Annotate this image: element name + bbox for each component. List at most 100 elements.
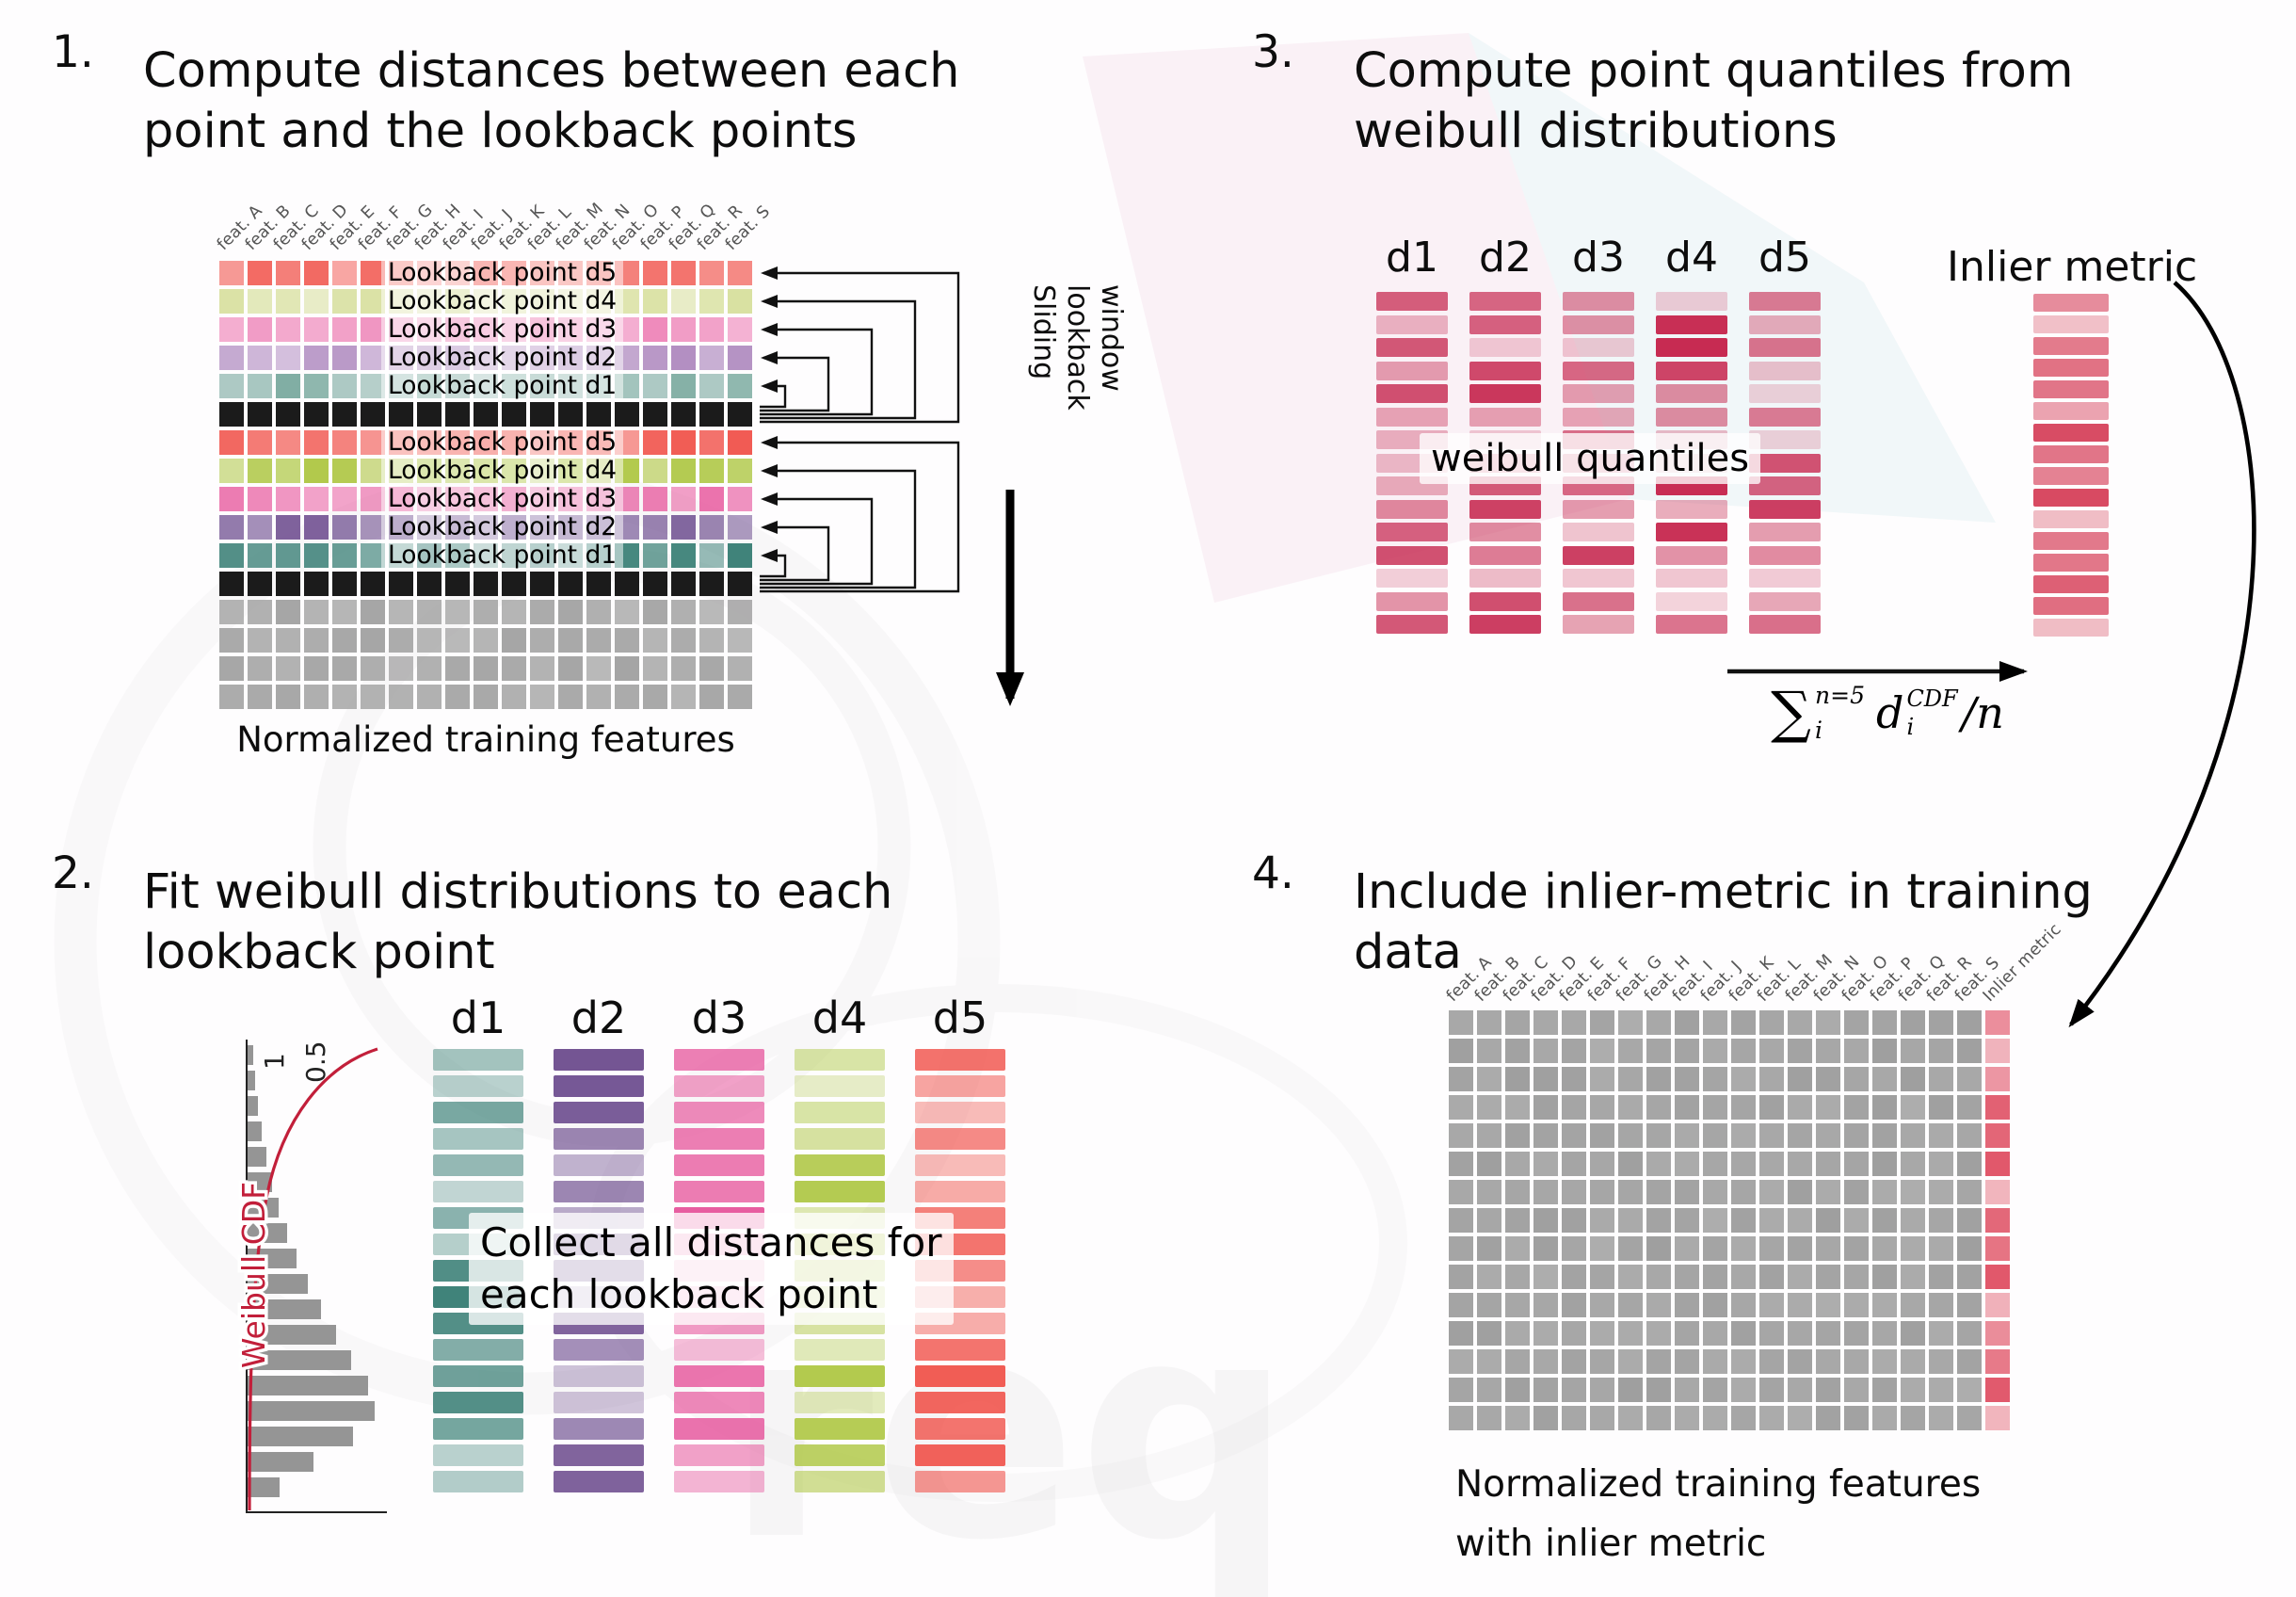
distance-bar [433,1418,523,1440]
feature-cell [1590,1406,1614,1430]
feature-cell [671,515,696,540]
feature-cell [1788,1180,1812,1204]
feature-cell [1618,1039,1643,1063]
feature-cell [248,317,272,342]
feature-cell [1759,1067,1784,1091]
feature-cell [1618,1010,1643,1035]
histogram-bar [248,1376,368,1395]
feature-cell [1562,1406,1586,1430]
feature-cell [643,374,667,398]
feature-cell [1731,1293,1756,1317]
quantile-bar [1563,545,1634,565]
feature-cell [1646,1010,1671,1035]
feature-cell [1901,1378,1925,1402]
feature-cell [1759,1378,1784,1402]
feature-cell [248,515,272,540]
feature-cell [530,628,554,653]
feature-cell [1957,1123,1982,1148]
histogram-bar [248,1096,258,1116]
feature-cell [558,685,583,709]
inlier-metric-bar [2033,532,2109,550]
distance-bar [554,1102,644,1123]
feature-cell [1759,1265,1784,1289]
panel-4-caption-line1: Normalized training features [1455,1463,1982,1506]
feature-cell [699,600,724,624]
feature-cell [1759,1180,1784,1204]
sum-limits: n=5 i [1815,682,1865,744]
distance-bar [554,1128,644,1150]
feature-cell [1449,1067,1473,1091]
feature-cell [474,402,498,427]
quantile-bar [1656,407,1727,427]
panel-3-title-line1: Compute point quantiles from [1354,43,2074,99]
feature-cell [671,374,696,398]
histogram-bar [248,1325,336,1345]
panel-2-number: 2. [52,847,94,899]
feature-cell [1449,1265,1473,1289]
feature-cell [728,656,752,681]
distance-bar [433,1049,523,1071]
lookback-row: Lookback point d4 [219,456,752,486]
feature-cell [1759,1123,1784,1148]
feature-cell [361,261,385,285]
distance-bar [433,1154,523,1176]
feature-cell [643,656,667,681]
lookback-arrow [760,549,787,578]
feature-cell [1788,1039,1812,1063]
quantile-bar [1749,545,1821,565]
feature-cell [1957,1265,1982,1289]
feature-cell [1590,1378,1614,1402]
feature-cell [728,346,752,370]
feature-cell [699,346,724,370]
feature-cell [1816,1321,1840,1346]
sliding-window-word: window [1095,284,1128,392]
feature-cell [1477,1180,1501,1204]
feature-cell [1533,1095,1558,1120]
quantile-bar [1656,292,1727,311]
histogram-bar [248,1223,287,1243]
histogram-bar [248,1477,280,1497]
feature-cell [417,600,442,624]
feature-cell [671,628,696,653]
distance-bar [915,1049,1005,1071]
feature-cell [1505,1265,1530,1289]
inlier-cell [1985,1406,2010,1430]
collect-distances-line2: each lookback point [480,1271,878,1318]
feature-cell [586,572,611,596]
quantile-bar [1376,569,1448,588]
feature-cell [332,628,357,653]
feature-cell [276,459,300,483]
feature-cell [332,572,357,596]
distance-bar [915,1181,1005,1202]
feature-cell [699,459,724,483]
feature-cell [1901,1010,1925,1035]
quantile-bar [1469,569,1541,588]
feature-cell [615,656,639,681]
feature-cell [1477,1123,1501,1148]
quantile-bar [1469,499,1541,519]
feature-cell [1477,1236,1501,1261]
feature-cell [1646,1095,1671,1120]
quantile-column-d4: d4 [1656,237,1727,638]
feature-cell [643,543,667,568]
feature-cell [1590,1321,1614,1346]
feature-cell [1731,1378,1756,1402]
feature-cell [361,685,385,709]
feature-cell [1872,1010,1897,1035]
cdf-tick-1: 1 [259,1053,290,1070]
feature-cell [417,572,442,596]
training-row [1449,1067,2010,1091]
feature-cell [1929,1265,1953,1289]
feature-cell [1675,1406,1699,1430]
distance-bar [554,1471,644,1492]
feature-cell [304,543,329,568]
feature-cell [1788,1067,1812,1091]
feature-cell [1533,1349,1558,1374]
inlier-metric-bar [2033,510,2109,528]
feature-cell [1816,1208,1840,1233]
feature-cell [1533,1406,1558,1430]
column-header: d1 [1386,234,1438,282]
feature-cell [1646,1039,1671,1063]
quantile-bar [1563,407,1634,427]
distance-bar [795,1444,885,1466]
